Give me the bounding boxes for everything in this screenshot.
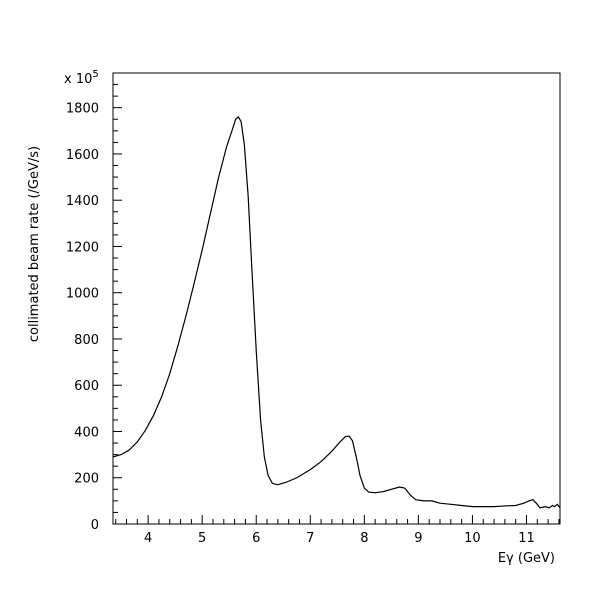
y-axis-ticks [113,72,122,525]
x-tick-label: 4 [144,531,152,546]
plot-frame [112,72,561,525]
y-tick-label: 200 [74,472,99,487]
x-tick-label: 5 [198,531,206,546]
y-tick-label: 1200 [66,240,99,255]
x-axis-title: Eγ (GeV) [498,551,555,566]
y-tick-label: 1800 [66,102,99,117]
y-tick-label: 1000 [66,287,99,302]
x-tick-label: 11 [518,531,535,546]
y-tick-label: 0 [91,518,99,533]
y-axis-title: collimated beam rate (/GeV/s) [27,146,42,342]
x-tick-label: 8 [360,531,368,546]
y-tick-label: 800 [74,333,99,348]
y-tick-label: 400 [74,425,99,440]
y-axis-tick-labels: 0 200 400 600 800 1000 1200 1400 1600 1800 [66,102,99,533]
x-tick-label: 7 [306,531,314,546]
x-tick-label: 10 [464,531,481,546]
y-multiplier-label: x 105 [64,69,99,87]
y-tick-label: 1600 [66,148,99,163]
x-axis-ticks [115,515,560,524]
x-tick-label: 6 [252,531,260,546]
y-tick-label: 600 [74,379,99,394]
x-tick-label: 9 [414,531,422,546]
x-axis-tick-labels: 4 5 6 7 8 9 10 11 [144,531,535,546]
y-tick-label: 1400 [66,194,99,209]
y-multiplier-exponent: 5 [92,69,98,80]
series-line [112,116,561,509]
